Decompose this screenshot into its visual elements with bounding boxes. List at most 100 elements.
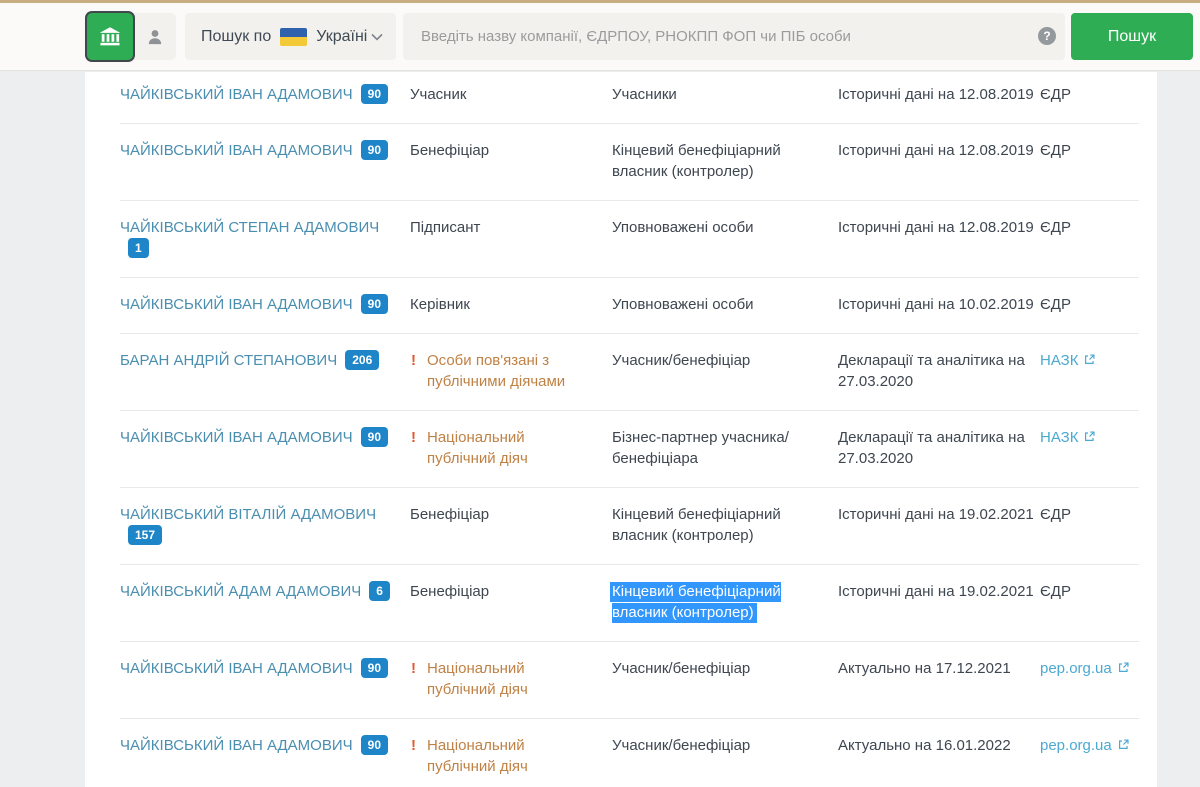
- relations-count-badge[interactable]: 206: [345, 350, 380, 370]
- external-link-icon: [1117, 736, 1130, 757]
- person-name-link[interactable]: ЧАЙКІВСЬКИЙ СТЕПАН АДАМОВИЧ: [120, 219, 380, 236]
- role-cell: Бенефіціар: [410, 581, 612, 623]
- person-name-link[interactable]: ЧАЙКІВСЬКИЙ ІВАН АДАМОВИЧ: [120, 429, 353, 446]
- source-cell: ЄДР: [1040, 581, 1139, 623]
- search-input[interactable]: [403, 13, 1065, 60]
- person-name-link[interactable]: ЧАЙКІВСЬКИЙ ІВАН АДАМОВИЧ: [120, 142, 353, 159]
- help-icon[interactable]: ?: [1038, 27, 1056, 45]
- role-cell: Керівник: [410, 294, 612, 315]
- role-cell: ! Національний публічний діяч: [410, 735, 612, 777]
- category-cell: Учасник/бенефіціар: [612, 735, 838, 777]
- actuality-date: Історичні дані на 12.08.2019: [838, 142, 1034, 159]
- bank-icon: [97, 24, 123, 50]
- table-row: ЧАЙКІВСЬКИЙ ІВАН АДАМОВИЧ 90 Керівник Упо…: [85, 277, 1157, 333]
- table-row: ЧАЙКІВСЬКИЙ ІВАН АДАМОВИЧ 90 Бенефіціар К…: [85, 123, 1157, 200]
- category-cell: Кінцевий бенефіціарний власник (контроле…: [610, 581, 838, 623]
- search-header: Пошук по Україні ? Пошук: [0, 3, 1200, 71]
- source-link[interactable]: pep.org.ua: [1040, 737, 1112, 754]
- category-label: Учасник/бенефіціар: [612, 737, 751, 754]
- role-label: Бенефіціар: [410, 142, 490, 159]
- source-link: ЄДР: [1040, 296, 1071, 313]
- alert-exclamation-icon: !: [411, 429, 416, 446]
- results-table: ЧАЙКІВСЬКИЙ ІВАН АДАМОВИЧ 90 Учасник Учас…: [85, 72, 1157, 787]
- role-label: Бенефіціар: [410, 506, 490, 523]
- relations-count-badge[interactable]: 6: [369, 581, 390, 601]
- actuality-date: Історичні дані на 10.02.2019: [838, 296, 1034, 313]
- scope-prefix-label: Пошук по: [201, 27, 272, 45]
- external-link-icon: [1083, 351, 1096, 372]
- person-name-link[interactable]: ЧАЙКІВСЬКИЙ АДАМ АДАМОВИЧ: [120, 583, 362, 600]
- person-search-button[interactable]: [133, 13, 176, 60]
- relations-count-badge[interactable]: 1: [128, 238, 149, 258]
- actuality-date: Історичні дані на 12.08.2019: [838, 86, 1034, 103]
- person-name-link[interactable]: ЧАЙКІВСЬКИЙ ІВАН АДАМОВИЧ: [120, 296, 353, 313]
- source-cell: pep.org.ua: [1040, 658, 1139, 700]
- relations-count-badge[interactable]: 90: [360, 427, 388, 447]
- person-cell: ЧАЙКІВСЬКИЙ ВІТАЛІЙ АДАМОВИЧ 157: [120, 504, 410, 546]
- source-cell: ЄДР: [1040, 217, 1139, 259]
- role-cell: Бенефіціар: [410, 504, 612, 546]
- scope-country-label: Україні: [316, 27, 368, 45]
- actuality-date: Історичні дані на 19.02.2021: [838, 506, 1034, 523]
- person-name-link[interactable]: ЧАЙКІВСЬКИЙ ІВАН АДАМОВИЧ: [120, 660, 353, 677]
- search-button[interactable]: Пошук: [1071, 13, 1193, 60]
- person-cell: ЧАЙКІВСЬКИЙ ІВАН АДАМОВИЧ 90: [120, 84, 410, 105]
- person-cell: ЧАЙКІВСЬКИЙ АДАМ АДАМОВИЧ 6: [120, 581, 410, 623]
- role-label: Особи пов'язані з публічними діячами: [427, 352, 566, 390]
- relations-count-badge[interactable]: 157: [128, 525, 163, 545]
- actuality-date: Актуально на 17.12.2021: [838, 660, 1011, 677]
- source-cell: ЄДР: [1040, 294, 1139, 315]
- table-row: ЧАЙКІВСЬКИЙ ІВАН АДАМОВИЧ 90 ! Національн…: [85, 410, 1157, 487]
- relations-count-badge[interactable]: 90: [360, 735, 388, 755]
- source-link: ЄДР: [1040, 583, 1071, 600]
- category-cell: Учасники: [612, 84, 838, 105]
- role-label: Національний публічний діяч: [427, 737, 528, 775]
- role-label: Керівник: [410, 296, 470, 313]
- person-cell: ЧАЙКІВСЬКИЙ ІВАН АДАМОВИЧ 90: [120, 427, 410, 469]
- category-cell: Уповноважені особи: [612, 217, 838, 259]
- source-link[interactable]: НАЗК: [1040, 352, 1079, 369]
- person-cell: ЧАЙКІВСЬКИЙ ІВАН АДАМОВИЧ 90: [120, 294, 410, 315]
- relations-count-badge[interactable]: 90: [360, 658, 388, 678]
- source-link: ЄДР: [1040, 86, 1071, 103]
- source-link: ЄДР: [1040, 219, 1071, 236]
- category-label: Кінцевий бенефіціарний власник (контроле…: [612, 142, 781, 180]
- category-cell: Кінцевий бенефіціарний власник (контроле…: [612, 140, 838, 182]
- category-cell: Учасник/бенефіціар: [612, 658, 838, 700]
- source-link[interactable]: pep.org.ua: [1040, 660, 1112, 677]
- category-cell: Уповноважені особи: [612, 294, 838, 315]
- actuality-date: Актуально на 16.01.2022: [838, 737, 1011, 754]
- person-name-link[interactable]: БАРАН АНДРІЙ СТЕПАНОВИЧ: [120, 352, 338, 369]
- person-name-link[interactable]: ЧАЙКІВСЬКИЙ ІВАН АДАМОВИЧ: [120, 86, 353, 103]
- source-link: ЄДР: [1040, 142, 1071, 159]
- source-link[interactable]: НАЗК: [1040, 429, 1079, 446]
- category-label: Уповноважені особи: [612, 296, 754, 313]
- search-scope-selector[interactable]: Пошук по Україні: [185, 13, 396, 60]
- category-cell: Кінцевий бенефіціарний власник (контроле…: [612, 504, 838, 546]
- role-cell: Підписант: [410, 217, 612, 259]
- entity-type-switcher: [87, 13, 176, 60]
- alert-exclamation-icon: !: [411, 660, 416, 677]
- source-cell: ЄДР: [1040, 84, 1139, 105]
- source-cell: НАЗК: [1040, 427, 1139, 469]
- category-label: Бізнес-партнер учасника/бенефіціара: [612, 429, 789, 467]
- table-row: ЧАЙКІВСЬКИЙ ІВАН АДАМОВИЧ 90 ! Національн…: [85, 718, 1157, 787]
- relations-count-badge[interactable]: 90: [360, 294, 388, 314]
- actuality-date: Декларації та аналітика на 27.03.2020: [838, 352, 1025, 390]
- person-name-link[interactable]: ЧАЙКІВСЬКИЙ ВІТАЛІЙ АДАМОВИЧ: [120, 506, 377, 523]
- role-label: Підписант: [410, 219, 481, 236]
- relations-count-badge[interactable]: 90: [360, 84, 388, 104]
- company-search-button[interactable]: [87, 13, 133, 60]
- source-cell: ЄДР: [1040, 140, 1139, 182]
- alert-exclamation-icon: !: [411, 352, 416, 369]
- chevron-down-icon: [371, 33, 383, 41]
- person-name-link[interactable]: ЧАЙКІВСЬКИЙ ІВАН АДАМОВИЧ: [120, 737, 353, 754]
- search-field-container: ?: [403, 13, 1065, 60]
- table-row: ЧАЙКІВСЬКИЙ ВІТАЛІЙ АДАМОВИЧ 157 Бенефіці…: [85, 487, 1157, 564]
- source-link: ЄДР: [1040, 506, 1071, 523]
- table-row: ЧАЙКІВСЬКИЙ СТЕПАН АДАМОВИЧ 1 Підписант У…: [85, 200, 1157, 277]
- source-cell: ЄДР: [1040, 504, 1139, 546]
- actuality-date: Історичні дані на 19.02.2021: [838, 583, 1034, 600]
- person-cell: ЧАЙКІВСЬКИЙ ІВАН АДАМОВИЧ 90: [120, 140, 410, 182]
- relations-count-badge[interactable]: 90: [360, 140, 388, 160]
